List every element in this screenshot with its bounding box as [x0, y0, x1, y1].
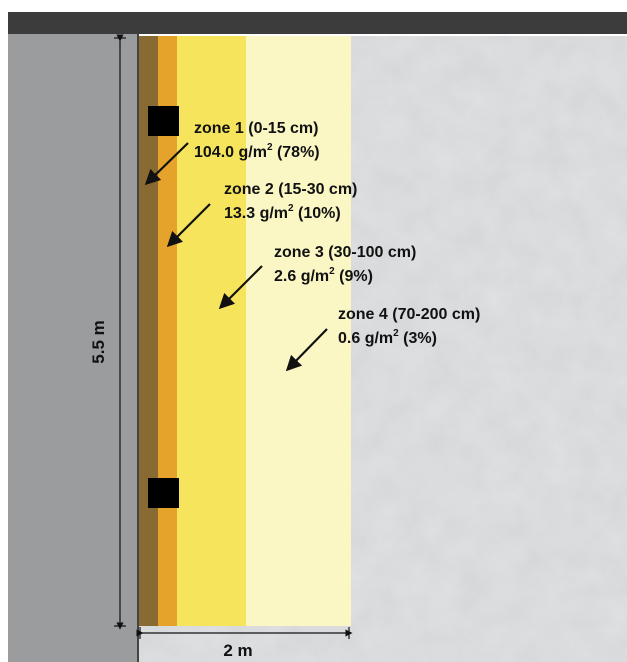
zone-1-label: zone 1 (0-15 cm) 104.0 g/m2 (78%)	[194, 120, 320, 161]
zone-2-share: (10%)	[294, 205, 341, 222]
zone-2-value: 13.3 g/m2 (10%)	[224, 203, 341, 222]
height-dimension-label: 5.5 m	[89, 320, 108, 363]
zone-4-label: zone 4 (70-200 cm) 0.6 g/m2 (3%)	[338, 306, 480, 347]
zone-2-amount: 13.3 g/m	[224, 205, 288, 222]
zone-4-amount: 0.6 g/m	[338, 330, 393, 347]
zone-2-name: zone 2 (15-30 cm)	[224, 181, 357, 198]
width-dimension-label: 2 m	[223, 641, 252, 660]
zone-3-share: (9%)	[335, 268, 373, 285]
zone-1-name: zone 1 (0-15 cm)	[194, 120, 318, 137]
zone-2-band	[177, 36, 246, 626]
zone-1-value: 104.0 g/m2 (78%)	[194, 142, 320, 161]
downspout-upper	[148, 106, 179, 136]
zone-2-unit-sup: 2	[288, 203, 294, 214]
roof	[8, 12, 627, 34]
zone-1-arrow	[144, 142, 189, 186]
zone-1-share: (78%)	[273, 144, 320, 161]
zone-2-label: zone 2 (15-30 cm) 13.3 g/m2 (10%)	[224, 181, 357, 222]
zone-3-label: zone 3 (30-100 cm) 2.6 g/m2 (9%)	[274, 244, 416, 285]
zone-4-unit-sup: 2	[393, 328, 399, 339]
zone-3-arrow	[218, 265, 263, 310]
zone-4-share: (3%)	[399, 330, 437, 347]
zone-4-arrow	[285, 328, 328, 372]
zone-4-name: zone 4 (70-200 cm)	[338, 306, 480, 323]
zone-4-value: 0.6 g/m2 (3%)	[338, 328, 437, 347]
zone-2-arrow	[166, 203, 211, 248]
zone-3-value: 2.6 g/m2 (9%)	[274, 266, 373, 285]
zone-1-unit-sup: 2	[267, 142, 273, 153]
downspout-lower	[148, 478, 179, 508]
zone-3-band	[246, 36, 351, 626]
building-wall	[8, 28, 138, 662]
zone-3-unit-sup: 2	[329, 266, 335, 277]
zone-3-name: zone 3 (30-100 cm)	[274, 244, 416, 261]
zone-3-amount: 2.6 g/m	[274, 268, 329, 285]
zone-1-amount: 104.0 g/m	[194, 144, 267, 161]
